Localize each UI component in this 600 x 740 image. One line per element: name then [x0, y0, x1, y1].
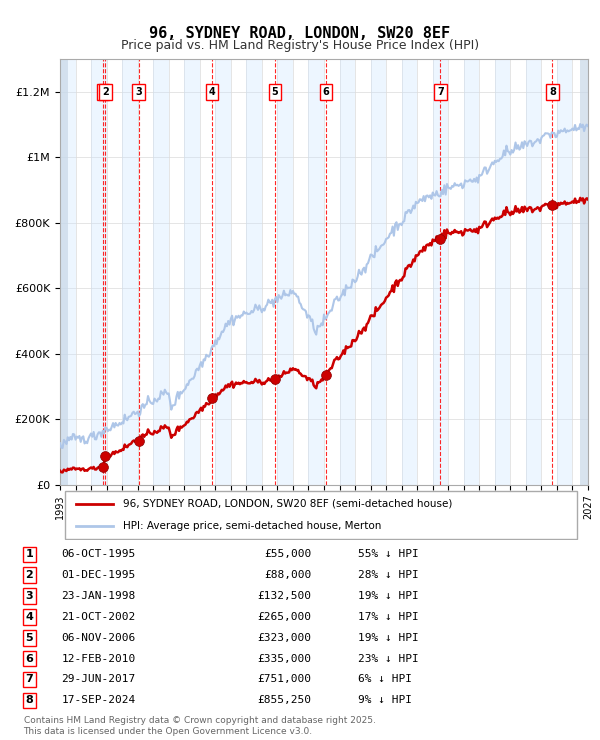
FancyBboxPatch shape [65, 491, 577, 539]
Bar [464, 59, 479, 485]
Text: 6% ↓ HPI: 6% ↓ HPI [358, 674, 412, 684]
Text: Contains HM Land Registry data © Crown copyright and database right 2025.: Contains HM Land Registry data © Crown c… [23, 716, 376, 725]
Text: 8: 8 [549, 87, 556, 97]
Bar [293, 59, 308, 485]
Bar [588, 59, 600, 485]
Bar [433, 59, 448, 485]
Point [208, 392, 217, 404]
Text: Price paid vs. HM Land Registry's House Price Index (HPI): Price paid vs. HM Land Registry's House … [121, 39, 479, 53]
Text: 23-JAN-1998: 23-JAN-1998 [61, 591, 136, 601]
Bar [495, 59, 511, 485]
Point [134, 435, 143, 447]
Bar [122, 59, 137, 485]
Text: 3: 3 [25, 591, 33, 601]
Text: 6: 6 [25, 653, 33, 664]
Point [321, 369, 331, 381]
Bar [60, 59, 76, 485]
Bar [511, 59, 526, 485]
Point [98, 461, 107, 473]
Bar [169, 59, 184, 485]
Bar [526, 59, 541, 485]
Bar [308, 59, 324, 485]
Bar [371, 59, 386, 485]
Bar [215, 59, 231, 485]
Bar [479, 59, 495, 485]
Text: 8: 8 [25, 696, 33, 705]
Bar [557, 59, 572, 485]
Bar [91, 59, 107, 485]
Bar [355, 59, 371, 485]
Point [270, 373, 280, 385]
Bar [231, 59, 247, 485]
Text: 17% ↓ HPI: 17% ↓ HPI [358, 612, 418, 622]
Bar [572, 59, 588, 485]
Bar [200, 59, 215, 485]
Text: 1: 1 [100, 87, 106, 97]
Text: 96, SYDNEY ROAD, LONDON, SW20 8EF: 96, SYDNEY ROAD, LONDON, SW20 8EF [149, 26, 451, 41]
Bar [580, 59, 588, 485]
Text: £855,250: £855,250 [257, 696, 311, 705]
Text: 4: 4 [25, 612, 33, 622]
Text: 23% ↓ HPI: 23% ↓ HPI [358, 653, 418, 664]
Text: £88,000: £88,000 [264, 571, 311, 580]
Text: HPI: Average price, semi-detached house, Merton: HPI: Average price, semi-detached house,… [124, 521, 382, 531]
Text: 9% ↓ HPI: 9% ↓ HPI [358, 696, 412, 705]
Text: £55,000: £55,000 [264, 549, 311, 559]
Bar [262, 59, 277, 485]
Text: 01-DEC-1995: 01-DEC-1995 [61, 571, 136, 580]
Text: £751,000: £751,000 [257, 674, 311, 684]
Text: 2: 2 [102, 87, 109, 97]
Bar [153, 59, 169, 485]
Bar [386, 59, 401, 485]
Bar [137, 59, 153, 485]
Bar [60, 59, 68, 485]
Point [436, 233, 445, 245]
Text: £265,000: £265,000 [257, 612, 311, 622]
Text: £335,000: £335,000 [257, 653, 311, 664]
Text: 21-OCT-2002: 21-OCT-2002 [61, 612, 136, 622]
Text: 3: 3 [135, 87, 142, 97]
Text: £132,500: £132,500 [257, 591, 311, 601]
Text: 7: 7 [25, 674, 33, 684]
Text: 19% ↓ HPI: 19% ↓ HPI [358, 591, 418, 601]
Bar [76, 59, 91, 485]
Bar [541, 59, 557, 485]
Bar [417, 59, 433, 485]
Bar [184, 59, 200, 485]
Text: 17-SEP-2024: 17-SEP-2024 [61, 696, 136, 705]
Text: 06-NOV-2006: 06-NOV-2006 [61, 633, 136, 643]
Text: 5: 5 [272, 87, 278, 97]
Bar [448, 59, 464, 485]
Point [548, 199, 557, 211]
Text: 28% ↓ HPI: 28% ↓ HPI [358, 571, 418, 580]
Text: 7: 7 [437, 87, 443, 97]
Bar [401, 59, 417, 485]
Bar [247, 59, 262, 485]
Text: 4: 4 [209, 87, 215, 97]
Bar [107, 59, 122, 485]
Text: 6: 6 [322, 87, 329, 97]
Text: 1: 1 [25, 549, 33, 559]
Text: 5: 5 [25, 633, 33, 643]
Text: £323,000: £323,000 [257, 633, 311, 643]
Bar [277, 59, 293, 485]
Text: 2: 2 [25, 571, 33, 580]
Point [101, 450, 110, 462]
Text: This data is licensed under the Open Government Licence v3.0.: This data is licensed under the Open Gov… [23, 727, 313, 736]
Text: 19% ↓ HPI: 19% ↓ HPI [358, 633, 418, 643]
Text: 29-JUN-2017: 29-JUN-2017 [61, 674, 136, 684]
Text: 12-FEB-2010: 12-FEB-2010 [61, 653, 136, 664]
Bar [340, 59, 355, 485]
Bar [324, 59, 340, 485]
Text: 96, SYDNEY ROAD, LONDON, SW20 8EF (semi-detached house): 96, SYDNEY ROAD, LONDON, SW20 8EF (semi-… [124, 499, 453, 509]
Text: 06-OCT-1995: 06-OCT-1995 [61, 549, 136, 559]
Text: 55% ↓ HPI: 55% ↓ HPI [358, 549, 418, 559]
